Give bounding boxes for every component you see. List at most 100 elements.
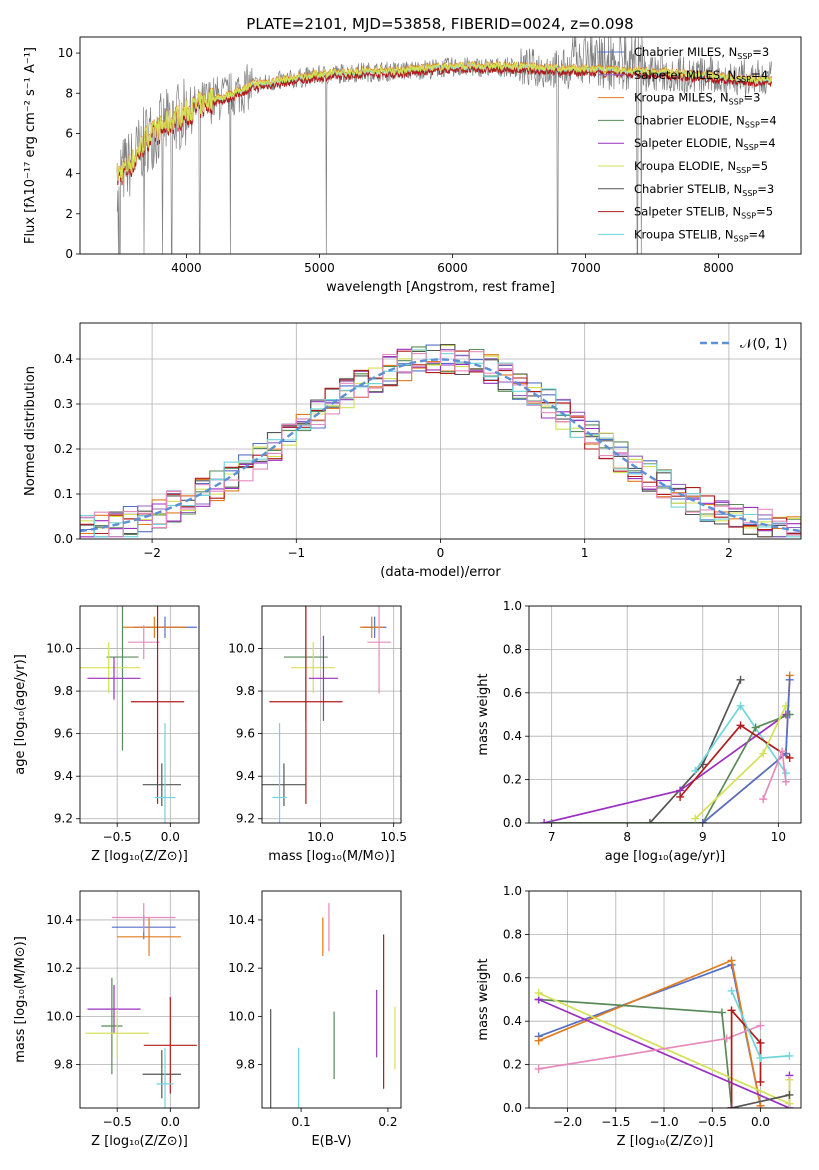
x-axis-label: (data-model)/error xyxy=(380,565,501,580)
y-tick-label: 0.3 xyxy=(54,397,73,411)
errorbar-point xyxy=(154,723,176,823)
y-tick-label: 10.4 xyxy=(46,913,73,927)
x-axis-label: mass [log₁₀(M/M⊙)] xyxy=(268,849,395,864)
x-tick-label: 8 xyxy=(623,830,631,844)
x-tick-label: 0.0 xyxy=(161,1115,180,1129)
x-tick-label: 0.0 xyxy=(161,830,180,844)
weight-marker xyxy=(534,1064,543,1073)
errorbar-point xyxy=(80,642,141,694)
weight-marker xyxy=(756,1038,765,1047)
panel-age_vs_mass: 10.0 10.5 9.2 9.4 9.6 9.8 10.0 mass [log₁₀(M/M⊙… xyxy=(228,605,407,864)
axes-frame xyxy=(79,322,802,540)
legend-entry: Salpeter ELODIE, NSSP=4 xyxy=(634,136,776,152)
x-tick-label: −1.5 xyxy=(601,1115,630,1129)
legend-entry: Kroupa STELIB, NSSP=4 xyxy=(634,227,765,243)
y-tick-label: 0.1 xyxy=(54,487,73,501)
weight-line xyxy=(730,1008,762,1108)
y-tick-label: 0.0 xyxy=(54,532,73,546)
y-tick-label: 10.0 xyxy=(228,1009,255,1023)
weight-marker xyxy=(759,795,768,804)
plot-area xyxy=(80,323,801,539)
y-tick-label: 10.0 xyxy=(46,1009,73,1023)
x-tick-label: 4000 xyxy=(171,261,202,275)
panel-weight_vs_Z: −2.0 −1.5 −1.0 −0.5 0.0 0.0 0.2 0.4 0.6 0.8 1.0 Z [… xyxy=(476,884,802,1149)
model-spectrum xyxy=(116,65,773,186)
panel-mass_vs_ebv: 0.1 0.2 9.8 10.0 10.2 10.4 E(B-V) xyxy=(228,890,402,1149)
axes-frame xyxy=(528,605,802,824)
axes-frame xyxy=(261,605,402,824)
weight-line xyxy=(702,679,791,823)
panel-spectrum: 4000 5000 6000 7000 8000 0 2 4 6 8 10 wavelength [A… xyxy=(23,36,802,295)
plot-area xyxy=(529,891,801,1108)
y-tick-label: 10.0 xyxy=(228,642,255,656)
weight-marker xyxy=(717,1008,726,1017)
weight-marker xyxy=(785,675,794,684)
weight-line xyxy=(538,959,762,1106)
x-tick-label: −0.5 xyxy=(698,1115,727,1129)
x-axis-label: age [log₁₀(age/yr)] xyxy=(605,849,726,864)
errorbar-point xyxy=(101,977,123,1075)
legend-entry: Chabrier MILES, NSSP=3 xyxy=(634,45,769,61)
y-tick-label: 1.0 xyxy=(503,884,522,898)
weight-marker xyxy=(756,1077,765,1086)
y-tick-label: 0 xyxy=(65,247,73,261)
y-tick-label: 9.6 xyxy=(236,727,255,741)
weight-marker xyxy=(736,701,745,710)
x-axis-label: E(B-V) xyxy=(311,1134,351,1149)
y-tick-label: 9.8 xyxy=(54,684,73,698)
y-tick-label: 10 xyxy=(58,46,73,60)
plot-area xyxy=(529,606,801,823)
errorbar-point xyxy=(360,616,384,638)
weight-marker xyxy=(727,1104,736,1108)
weight-line xyxy=(649,679,742,823)
y-axis-label: age [log₁₀(age/yr)] xyxy=(13,654,28,775)
errorbar-point xyxy=(127,625,160,660)
errorbar-point xyxy=(291,642,336,694)
weight-marker xyxy=(547,819,556,823)
spectrum-legend: Chabrier MILES, NSSP=3 Salpeter MILES, NS… xyxy=(598,45,777,243)
axes-frame xyxy=(79,605,200,824)
weight-marker xyxy=(676,792,685,801)
x-tick-label: −1 xyxy=(287,546,305,560)
errorbar-point xyxy=(269,606,343,804)
x-tick-label: 1 xyxy=(581,546,589,560)
x-tick-label: 2 xyxy=(725,546,733,560)
y-axis-label: mass weight xyxy=(476,673,491,755)
x-tick-label: 7000 xyxy=(570,261,601,275)
axes-frame xyxy=(261,890,402,1109)
panel-mass_vs_Z: −0.5 0.0 9.8 10.0 10.2 10.4 Z [log₁₀(Z/Z⊙)] mas… xyxy=(13,890,200,1149)
errorbar-point xyxy=(142,1050,181,1099)
y-tick-label: 9.2 xyxy=(54,812,73,826)
weight-marker xyxy=(778,747,787,756)
legend-entry: Salpeter MILES, NSSP=4 xyxy=(634,68,768,84)
y-tick-label: 0.6 xyxy=(503,686,522,700)
legend-entry: Chabrier STELIB, NSSP=3 xyxy=(634,182,774,198)
weight-marker xyxy=(785,1099,794,1108)
errorbar-point xyxy=(122,616,187,638)
x-tick-label: −0.5 xyxy=(103,1115,132,1129)
errorbar-point xyxy=(262,763,306,806)
weight-marker xyxy=(756,1101,765,1108)
errorbar-point xyxy=(272,723,287,823)
weight-marker xyxy=(781,777,790,786)
errorbar-point xyxy=(117,917,181,957)
weight-marker xyxy=(736,721,745,730)
y-tick-label: 10.0 xyxy=(46,642,73,656)
weight-marker xyxy=(727,956,736,965)
weight-marker xyxy=(645,819,654,823)
errorbar-point xyxy=(367,606,391,694)
x-tick-label: 7 xyxy=(548,830,556,844)
x-tick-label: 8000 xyxy=(703,261,734,275)
residual-histogram xyxy=(80,350,801,538)
y-tick-label: 0.4 xyxy=(54,352,73,366)
weight-marker xyxy=(691,814,700,823)
weight-marker xyxy=(751,723,760,732)
weight-line xyxy=(731,1094,790,1108)
legend-entry: Salpeter STELIB, NSSP=5 xyxy=(634,205,773,221)
legend-entry: 𝒩(0, 1) xyxy=(740,337,787,352)
y-tick-label: 0.8 xyxy=(503,927,522,941)
weight-marker xyxy=(540,819,549,823)
y-axis-label: Flux [fλ10⁻¹⁷ erg cm⁻² s⁻¹ A⁻¹] xyxy=(23,47,38,244)
weight-line xyxy=(551,713,791,823)
